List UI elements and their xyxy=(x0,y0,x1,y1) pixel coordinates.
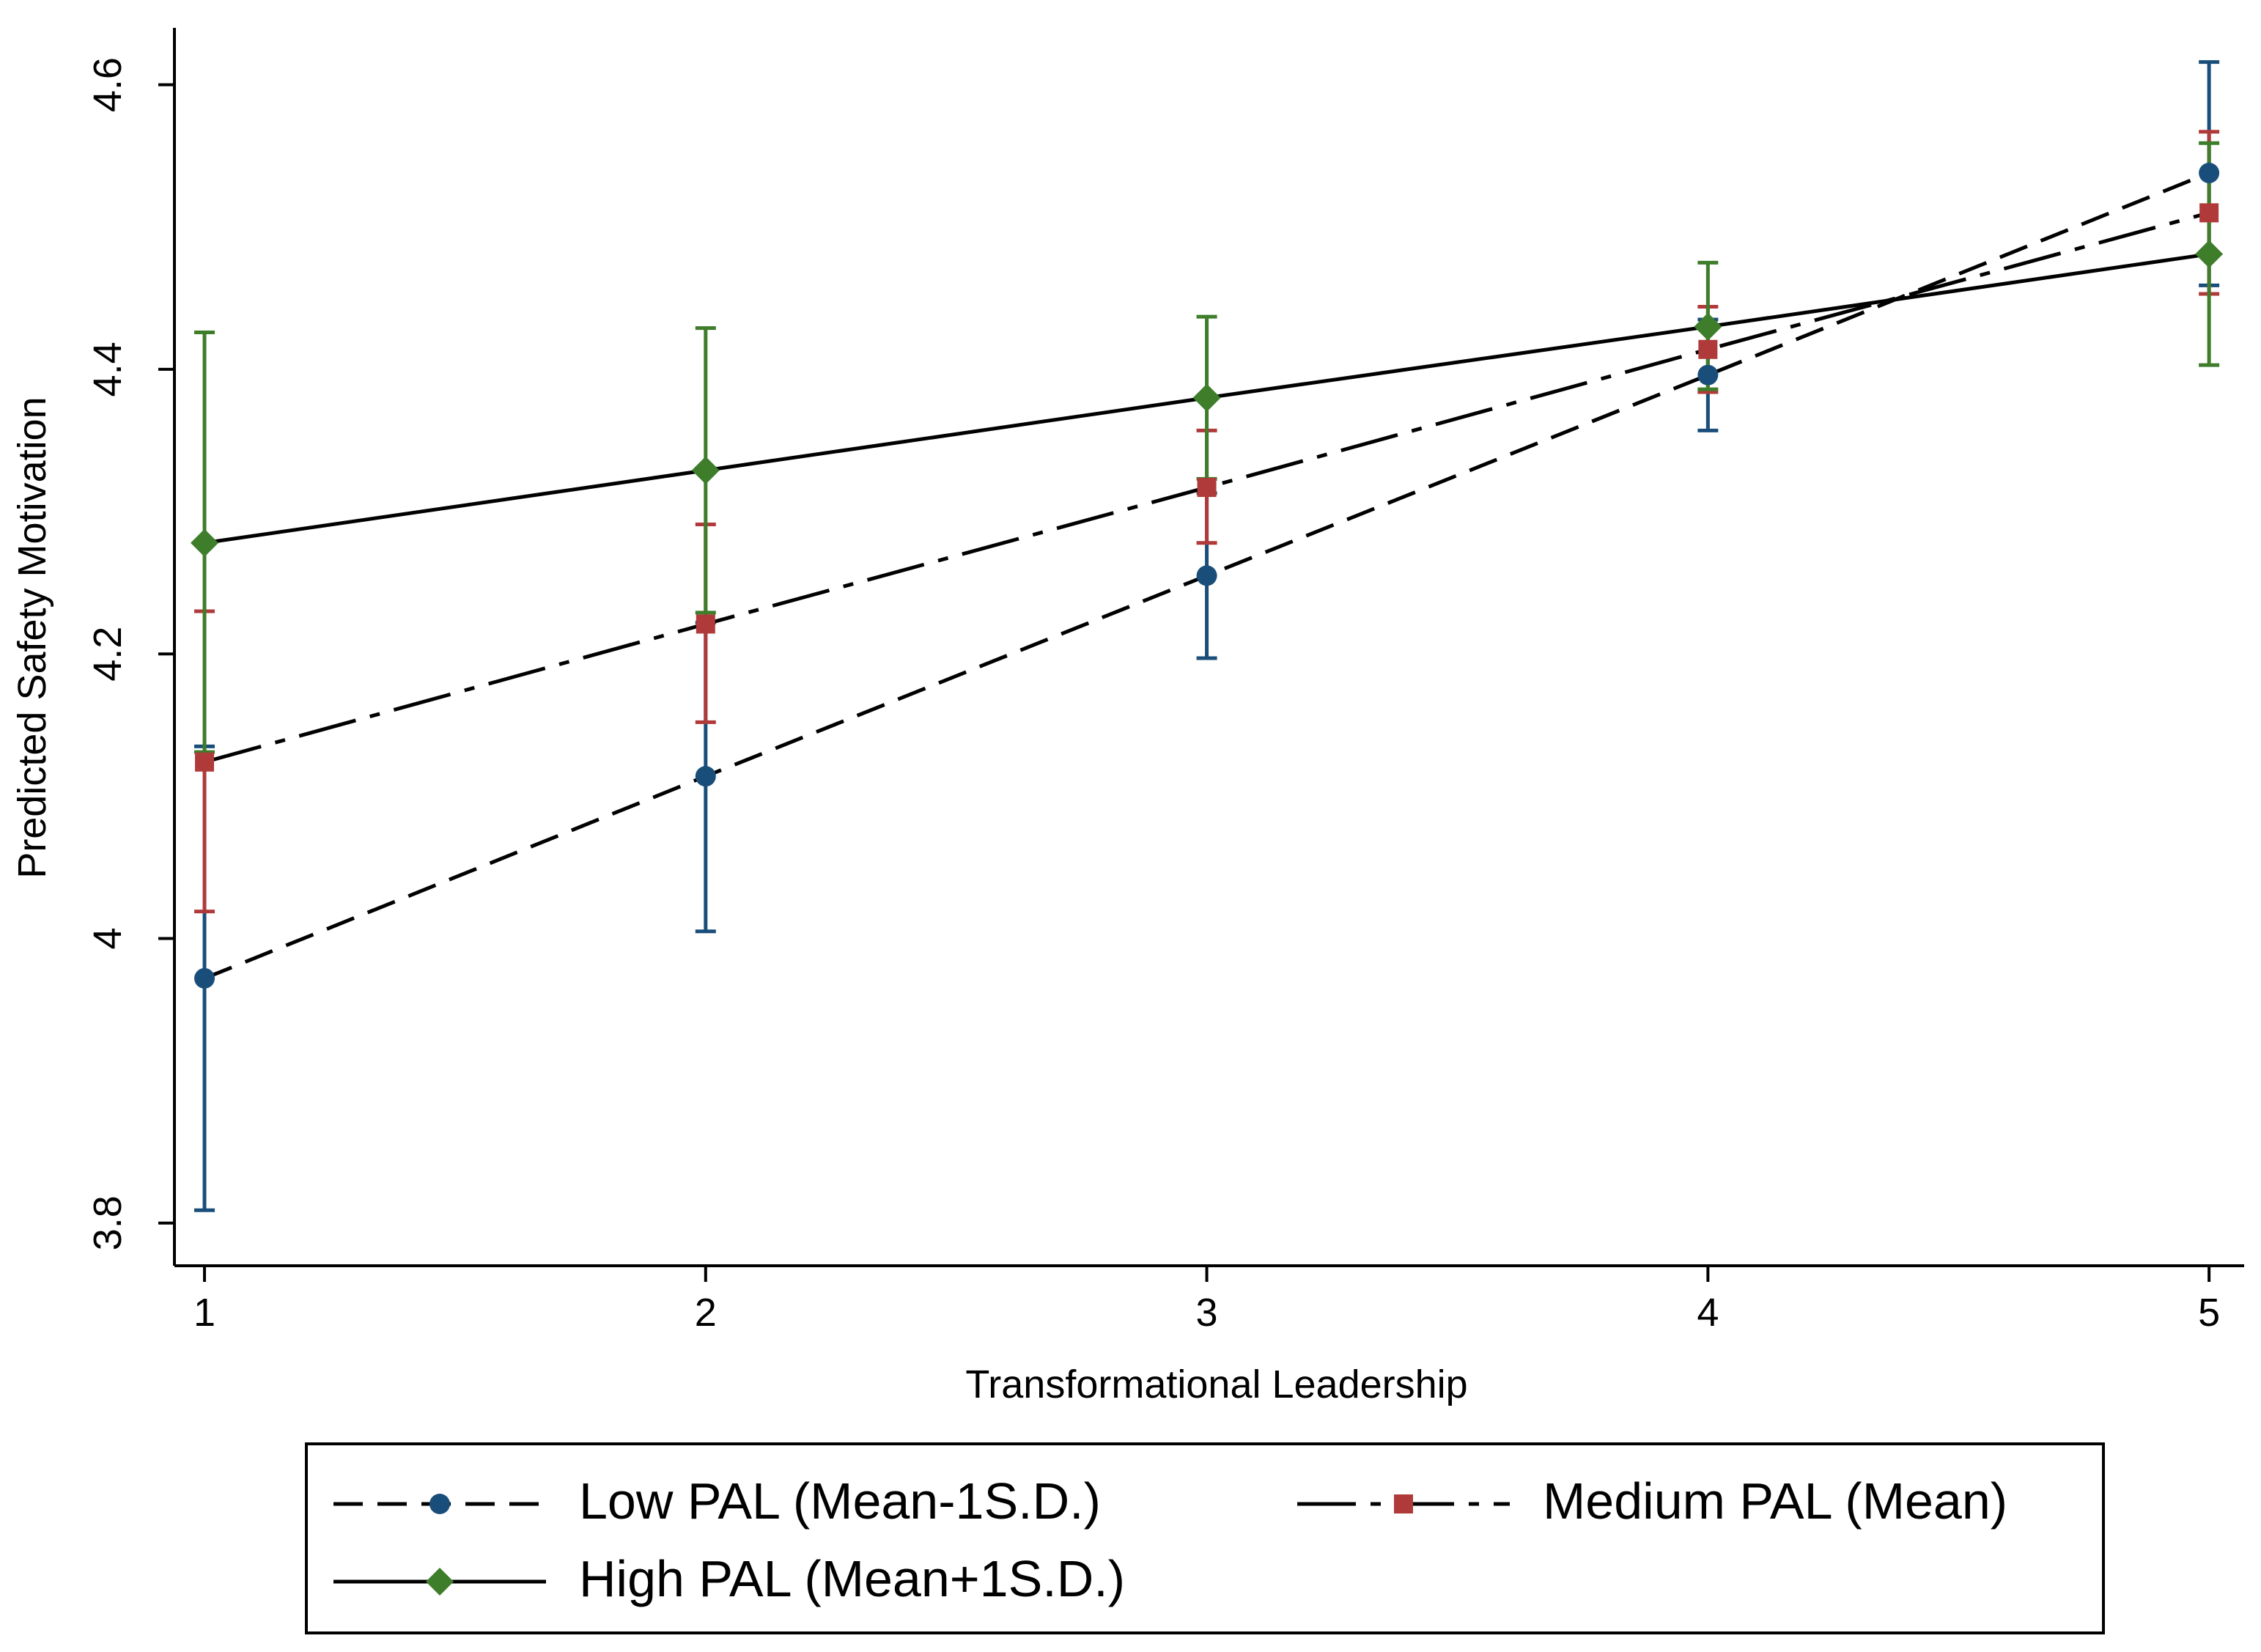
y-tick-label: 4.4 xyxy=(86,342,130,397)
legend-label: High PAL (Mean+1S.D.) xyxy=(579,1550,1125,1607)
axes: 3.8 4 4.2 4.4 4.6 1 2 3 4 5 xyxy=(86,28,2244,1335)
data-point xyxy=(1697,364,1719,386)
x-tick-label: 1 xyxy=(193,1291,215,1335)
markers-series-3 xyxy=(191,240,2224,557)
data-point xyxy=(2195,240,2224,268)
data-point xyxy=(695,766,716,787)
legend-label: Medium PAL (Mean) xyxy=(1543,1472,2007,1530)
y-tick-label: 4 xyxy=(86,927,130,949)
y-axis-label: Predicted Safety Motivation xyxy=(10,397,54,878)
markers-series-2 xyxy=(195,203,2219,772)
data-point xyxy=(1698,339,1718,359)
x-tick-label: 5 xyxy=(2198,1291,2220,1335)
data-point xyxy=(195,752,215,772)
y-tick-label: 4.2 xyxy=(86,627,130,682)
legend-label: Low PAL (Mean-1S.D.) xyxy=(579,1472,1101,1530)
y-tick-label: 3.8 xyxy=(86,1195,130,1250)
data-point xyxy=(194,967,215,989)
legend-entry-2: Medium PAL (Mean) xyxy=(1297,1472,2007,1530)
data-point xyxy=(2199,203,2219,223)
series-layer xyxy=(191,60,2224,1212)
x-tick-label: 4 xyxy=(1697,1291,1719,1335)
x-axis-label: Transformational Leadership xyxy=(965,1362,1467,1406)
error-bars-series-1 xyxy=(194,60,2220,1212)
legend-entry-3: High PAL (Mean+1S.D.) xyxy=(333,1550,1125,1607)
x-tick-label: 3 xyxy=(1196,1291,1218,1335)
legend-marker xyxy=(429,1494,450,1514)
legend-marker xyxy=(1394,1494,1413,1513)
data-point xyxy=(2199,163,2220,184)
markers-series-1 xyxy=(194,163,2220,989)
error-bars-series-3 xyxy=(194,141,2220,754)
legend-entry-1: Low PAL (Mean-1S.D.) xyxy=(333,1472,1101,1530)
legend-box xyxy=(305,1442,2105,1634)
legend: Low PAL (Mean-1S.D.) Medium PAL (Mean) Hig… xyxy=(305,1442,2105,1634)
error-bars-series-2 xyxy=(194,130,2220,914)
data-point xyxy=(696,614,715,634)
data-point xyxy=(691,456,720,484)
data-point xyxy=(1197,478,1217,498)
legend-marker xyxy=(426,1568,454,1596)
y-tick-label: 4.6 xyxy=(86,57,130,112)
data-point xyxy=(1192,383,1221,412)
data-point xyxy=(191,528,219,557)
data-point xyxy=(1196,565,1217,586)
x-tick-label: 2 xyxy=(695,1291,717,1335)
data-point xyxy=(1694,312,1722,341)
